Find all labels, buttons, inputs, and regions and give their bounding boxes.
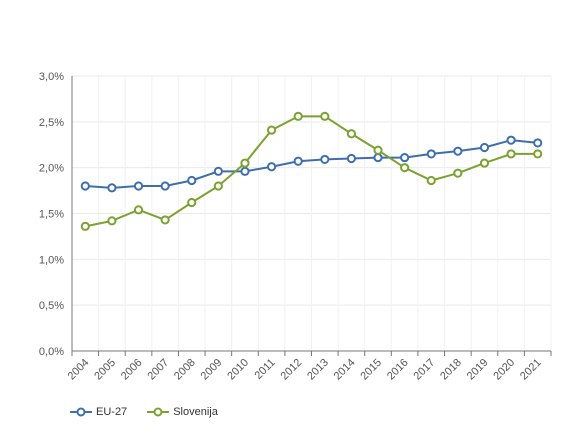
data-point-1[interactable] <box>266 125 277 135</box>
y-tick-label: 0,5% <box>39 300 64 312</box>
data-point-1[interactable] <box>346 129 357 139</box>
y-tick-label: 3,0% <box>39 71 64 83</box>
legend: EU-27 Slovenija <box>70 406 218 418</box>
x-tick-label: 2014 <box>332 357 358 383</box>
x-tick-label: 2019 <box>465 357 491 383</box>
x-tick-label: 2009 <box>199 357 225 383</box>
data-point-0[interactable] <box>426 149 436 159</box>
data-point-0[interactable] <box>266 162 277 172</box>
data-point-0[interactable] <box>107 183 117 193</box>
data-point-0[interactable] <box>506 135 516 145</box>
data-point-0[interactable] <box>80 181 90 191</box>
data-point-1[interactable] <box>133 205 144 215</box>
x-tick-label: 2013 <box>305 357 331 383</box>
legend-marker-slovenija <box>147 407 170 417</box>
data-point-1[interactable] <box>400 163 410 173</box>
x-tick-label: 2010 <box>225 357 251 383</box>
data-point-1[interactable] <box>107 216 117 226</box>
data-point-0[interactable] <box>320 154 330 165</box>
x-tick-label: 2017 <box>412 357 438 383</box>
data-point-0[interactable] <box>240 166 250 176</box>
data-point-1[interactable] <box>479 158 490 168</box>
data-point-1[interactable] <box>373 145 383 155</box>
x-tick-label: 2016 <box>385 357 411 383</box>
y-tick-label: 1,0% <box>39 254 64 266</box>
data-point-1[interactable] <box>426 175 436 186</box>
data-point-0[interactable] <box>133 181 144 191</box>
x-tick-label: 2004 <box>66 357 92 383</box>
data-point-0[interactable] <box>346 153 357 164</box>
legend-item-eu27[interactable]: EU-27 <box>70 406 127 418</box>
data-point-1[interactable] <box>160 215 170 225</box>
x-tick-label: 2007 <box>145 357 171 383</box>
data-point-1[interactable] <box>240 158 250 168</box>
legend-label-eu27: EU-27 <box>96 406 128 418</box>
x-tick-label: 2020 <box>491 357 517 383</box>
data-point-1[interactable] <box>320 111 330 121</box>
data-point-0[interactable] <box>400 152 410 163</box>
data-point-1[interactable] <box>506 149 516 159</box>
data-point-1[interactable] <box>293 111 303 121</box>
x-tick-label: 2015 <box>358 357 384 383</box>
x-tick-label: 2018 <box>438 357 464 383</box>
legend-marker-eu27 <box>70 407 92 417</box>
data-point-1[interactable] <box>80 221 90 231</box>
data-point-1[interactable] <box>187 197 197 208</box>
x-tick-label: 2005 <box>92 357 118 383</box>
data-point-1[interactable] <box>213 181 223 191</box>
series-line-1 <box>85 115 538 228</box>
x-tick-label: 2008 <box>172 357 198 383</box>
x-tick-label: 2006 <box>119 357 145 383</box>
data-point-0[interactable] <box>160 181 170 191</box>
data-point-0[interactable] <box>453 146 463 156</box>
x-tick-label: 2021 <box>518 357 544 383</box>
data-point-0[interactable] <box>533 138 543 148</box>
y-tick-label: 2,0% <box>39 163 64 175</box>
data-point-0[interactable] <box>373 152 383 163</box>
y-tick-label: 1,5% <box>39 209 64 221</box>
data-point-0[interactable] <box>293 156 303 166</box>
legend-label-slovenija: Slovenija <box>173 406 218 418</box>
legend-item-slovenija[interactable]: Slovenija <box>147 406 218 418</box>
data-point-0[interactable] <box>213 166 223 176</box>
x-tick-label: 2012 <box>279 357 305 383</box>
data-point-0[interactable] <box>479 142 490 153</box>
data-point-1[interactable] <box>533 149 543 159</box>
data-point-0[interactable] <box>187 175 197 186</box>
x-tick-label: 2011 <box>252 357 277 382</box>
data-point-1[interactable] <box>453 168 463 178</box>
y-tick-label: 2,5% <box>39 117 64 129</box>
y-tick-label: 0,0% <box>39 346 64 358</box>
